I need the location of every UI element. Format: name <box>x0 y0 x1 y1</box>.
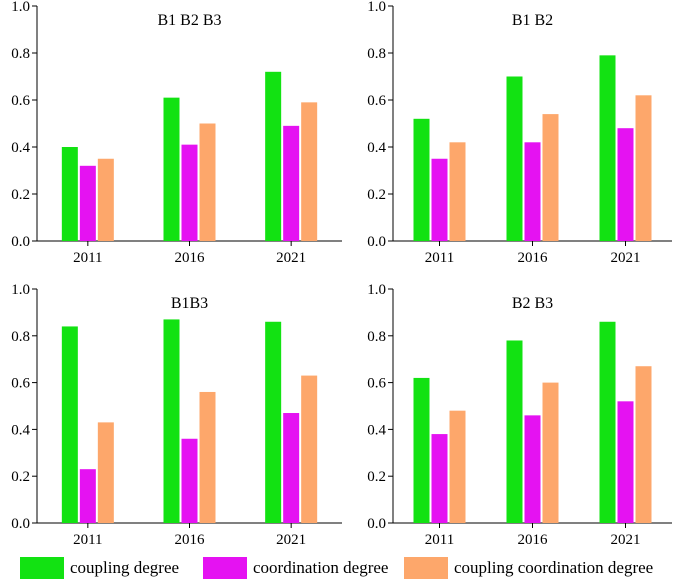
bar-coordination-2011 <box>79 165 96 241</box>
legend-item-coupling: coupling degree <box>20 555 179 581</box>
y-tick-label: 0.0 <box>367 516 386 532</box>
bar-coupling-2021 <box>265 71 282 241</box>
bar-coupling-2021 <box>265 321 282 523</box>
x-tick-label: 2016 <box>175 532 206 548</box>
bar-coupling-coordination-2016 <box>542 382 559 523</box>
y-tick-label: 0.0 <box>11 516 30 532</box>
panel-title: B2 B3 <box>512 295 553 312</box>
bar-coupling-coordination-2016 <box>199 391 216 523</box>
x-tick-label: 2016 <box>518 250 549 266</box>
bar-coupling-coordination-2011 <box>97 158 114 241</box>
chart-panel-2: 0.0 0.2 0.4 0.6 0.8 1.0 2011 2016 2021 B1 B2 <box>367 0 672 266</box>
bar-coupling-coordination-2021 <box>635 366 652 523</box>
bar-coordination-2016 <box>181 438 198 523</box>
bar-coupling-coordination-2011 <box>449 410 466 523</box>
legend-swatch-coordination <box>203 557 247 579</box>
y-tick-label: 0.4 <box>11 140 30 156</box>
chart-panel-4: 0.0 0.2 0.4 0.6 0.8 1.0 2011 2016 2021 B2 B3 <box>367 282 672 548</box>
bar-coupling-coordination-2011 <box>449 142 466 241</box>
bar-coordination-2021 <box>283 413 300 523</box>
y-tick-label: 0.6 <box>367 93 386 109</box>
bar-coupling-2011 <box>413 118 430 241</box>
legend-label-coupling: coupling degree <box>70 558 180 577</box>
panel-title: B1 B2 <box>512 12 553 29</box>
bar-coupling-2011 <box>61 326 78 523</box>
bar-coordination-2016 <box>524 142 541 241</box>
bar-coordination-2011 <box>431 158 448 241</box>
y-tick-label: 0.8 <box>367 329 386 345</box>
y-tick-label: 1.0 <box>11 0 30 15</box>
y-tick-label: 0.8 <box>11 46 30 62</box>
bar-coupling-2021 <box>599 321 616 523</box>
legend-swatch-coupling <box>20 557 64 579</box>
x-tick-label: 2016 <box>175 250 206 266</box>
y-tick-label: 1.0 <box>11 282 30 298</box>
bar-coupling-coordination-2011 <box>97 422 114 523</box>
bar-coupling-coordination-2016 <box>542 114 559 241</box>
panel-title: B1 B2 B3 <box>157 12 221 29</box>
y-tick-label: 0.6 <box>11 93 30 109</box>
legend-item-coupling-coordination: coupling coordination degree <box>404 555 653 581</box>
y-tick-label: 0.2 <box>367 187 386 203</box>
y-tick-label: 0.8 <box>11 329 30 345</box>
bar-coordination-2011 <box>431 434 448 523</box>
y-tick-label: 0.2 <box>367 469 386 485</box>
bar-coordination-2021 <box>283 125 300 241</box>
bar-coordination-2021 <box>617 128 634 241</box>
bar-coupling-2016 <box>506 76 523 241</box>
y-tick-label: 1.0 <box>367 0 386 15</box>
bar-coupling-coordination-2021 <box>301 102 318 241</box>
chart-panel-1: 0.0 0.2 0.4 0.6 0.8 1.0 2011 2016 2021 B1 B2 B3 <box>11 0 342 266</box>
x-tick-label: 2011 <box>73 250 102 266</box>
chart-legend: coupling degree coordination degree coup… <box>0 555 685 581</box>
bar-coupling-2016 <box>163 97 180 242</box>
bar-coordination-2021 <box>617 401 634 523</box>
y-tick-label: 1.0 <box>367 282 386 298</box>
y-tick-label: 0.2 <box>11 469 30 485</box>
bar-coupling-coordination-2016 <box>199 123 216 241</box>
x-tick-label: 2021 <box>611 532 641 548</box>
bar-coupling-coordination-2021 <box>635 95 652 241</box>
panel-title: B1B3 <box>171 295 208 312</box>
x-tick-label: 2011 <box>425 532 454 548</box>
y-tick-label: 0.8 <box>367 46 386 62</box>
y-tick-label: 0.0 <box>11 234 30 250</box>
legend-swatch-coupling-coordination <box>404 557 448 579</box>
legend-item-coordination: coordination degree <box>203 555 388 581</box>
y-tick-label: 0.6 <box>367 376 386 392</box>
bar-coordination-2011 <box>79 469 96 523</box>
bar-coordination-2016 <box>181 144 198 241</box>
bar-coupling-2016 <box>163 319 180 523</box>
y-tick-label: 0.0 <box>367 234 386 250</box>
bar-coupling-2021 <box>599 55 616 241</box>
x-tick-label: 2021 <box>276 532 306 548</box>
bar-coupling-2011 <box>413 377 430 523</box>
y-tick-label: 0.4 <box>367 140 386 156</box>
bar-coupling-2016 <box>506 340 523 523</box>
legend-label-coupling-coordination: coupling coordination degree <box>454 558 654 577</box>
y-tick-label: 0.4 <box>367 422 386 438</box>
bar-coupling-2011 <box>61 147 78 241</box>
x-tick-label: 2011 <box>425 250 454 266</box>
y-tick-label: 0.2 <box>11 187 30 203</box>
y-tick-label: 0.4 <box>11 422 30 438</box>
chart-panel-3: 0.0 0.2 0.4 0.6 0.8 1.0 2011 2016 2021 B1B3 <box>11 282 342 548</box>
bar-coordination-2016 <box>524 415 541 523</box>
x-tick-label: 2016 <box>518 532 549 548</box>
x-tick-label: 2011 <box>73 532 102 548</box>
y-tick-label: 0.6 <box>11 376 30 392</box>
legend-label-coordination: coordination degree <box>253 558 389 577</box>
x-tick-label: 2021 <box>276 250 306 266</box>
bar-coupling-coordination-2021 <box>301 375 318 523</box>
x-tick-label: 2021 <box>611 250 641 266</box>
